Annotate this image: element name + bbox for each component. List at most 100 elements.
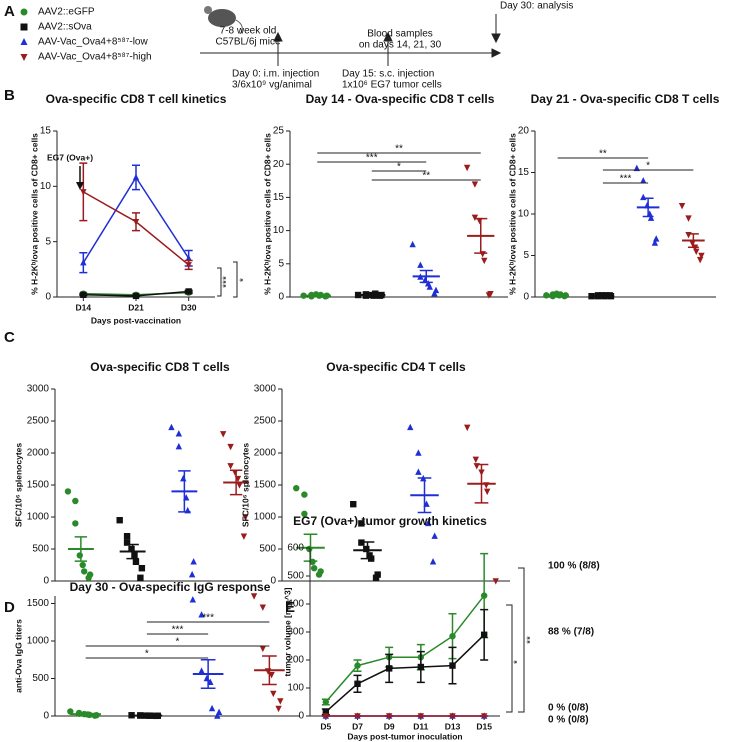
marker xyxy=(480,592,488,599)
x-tick-label: D11 xyxy=(413,721,428,731)
timeline-text: Day 15: s.c. injection xyxy=(342,69,434,80)
marker xyxy=(132,173,140,181)
marker xyxy=(214,712,221,719)
y-tick-label: 1500 xyxy=(254,480,277,491)
y-tick-label: 0 xyxy=(270,576,276,587)
x-tick-label: D15 xyxy=(476,721,492,731)
y-tick-label: 20 xyxy=(518,126,530,137)
y-tick-label: 500 xyxy=(32,544,49,555)
marker xyxy=(354,662,361,669)
marker xyxy=(698,252,705,260)
marker xyxy=(76,552,83,559)
marker xyxy=(72,520,79,527)
marker xyxy=(372,290,379,297)
marker xyxy=(363,545,370,553)
marker xyxy=(227,463,234,470)
y-tick-label: 600 xyxy=(287,543,304,554)
chart-title: Ova-specific CD8 T cells xyxy=(90,360,230,374)
sem-bar xyxy=(419,269,433,284)
sem-bar xyxy=(687,233,699,248)
marker xyxy=(293,485,300,492)
marker xyxy=(132,219,140,226)
annotation: 0 % (0/8) xyxy=(548,703,589,714)
y-axis-label: anti-Ova IgG titers xyxy=(13,619,23,693)
timeline-text: on days 14, 21, 30 xyxy=(359,40,442,51)
marker xyxy=(407,423,414,431)
timeline-text: Day 0: i.m. injection xyxy=(232,69,319,80)
marker xyxy=(219,431,227,438)
marker xyxy=(198,667,205,674)
y-tick-label: 20 xyxy=(273,159,285,170)
marker xyxy=(180,474,187,482)
y-tick-label: 0 xyxy=(43,711,49,722)
y-tick-label: 1000 xyxy=(27,636,50,647)
y-tick-label: 15 xyxy=(40,126,52,137)
significance-label: ** xyxy=(395,144,403,155)
marker xyxy=(275,705,282,713)
panel-label: C xyxy=(4,329,15,346)
timeline-text: C57BL/6j mice xyxy=(215,37,280,48)
marker xyxy=(409,240,416,248)
x-axis-label: Days post-vaccination xyxy=(91,315,181,325)
marker xyxy=(270,690,277,698)
x-tick-label: D13 xyxy=(445,721,461,731)
marker xyxy=(358,520,365,527)
marker xyxy=(693,248,700,256)
y-tick-label: 5 xyxy=(523,250,529,261)
significance-label: * xyxy=(646,161,650,172)
chart-title: EG7 (Ova+) tumor growth kinetics xyxy=(293,514,487,528)
x-tick-label: D21 xyxy=(128,302,144,312)
sem-bar xyxy=(552,294,564,297)
legend-label: AAV-Vac_Ova4+8⁵⁸⁷-low xyxy=(38,37,148,48)
timeline-text: Day 30: analysis xyxy=(500,1,573,12)
chart-title: Ova-specific CD8 T cell kinetics xyxy=(46,92,227,106)
significance-label: *** xyxy=(222,276,233,288)
significance-label: *** xyxy=(202,613,214,624)
marker xyxy=(685,215,692,222)
significance-label: * xyxy=(513,660,524,664)
marker xyxy=(431,290,438,297)
x-tick-label: D7 xyxy=(352,721,363,731)
marker xyxy=(67,708,74,715)
marker xyxy=(322,708,330,715)
marker xyxy=(415,449,422,456)
y-tick-label: 0 xyxy=(523,292,529,303)
y-tick-label: 1000 xyxy=(27,512,50,523)
timeline-text: Blood samples xyxy=(367,29,433,40)
panel-label: A xyxy=(4,3,15,20)
significance-label: *** xyxy=(366,153,378,164)
marker xyxy=(449,662,456,669)
x-tick-label: D9 xyxy=(384,721,395,731)
marker xyxy=(322,698,330,706)
y-axis-label: % H-2Kᵇ/ova positive cells of CD8+ cells xyxy=(29,133,39,295)
y-tick-label: 2000 xyxy=(254,448,277,459)
y-tick-label: 1000 xyxy=(254,512,277,523)
marker xyxy=(185,262,192,269)
y-tick-label: 10 xyxy=(40,181,52,192)
sem-bar xyxy=(474,217,488,254)
marker xyxy=(633,164,641,172)
y-tick-label: 300 xyxy=(287,627,304,638)
marker xyxy=(259,645,267,653)
y-tick-label: 1500 xyxy=(27,480,50,491)
significance-label: ** xyxy=(599,149,607,160)
y-axis-label: SFC/10⁶ splenocytes xyxy=(240,443,250,527)
series-line xyxy=(325,634,485,713)
y-tick-label: 400 xyxy=(287,599,304,610)
sem-bar xyxy=(200,659,216,689)
marker xyxy=(138,565,146,572)
timeline xyxy=(200,14,502,66)
y-tick-label: 2500 xyxy=(254,416,277,427)
mouse-icon xyxy=(204,6,243,35)
marker xyxy=(188,570,196,578)
marker xyxy=(653,235,660,242)
x-axis-label: Days post-tumor inoculation xyxy=(347,731,462,741)
marker xyxy=(354,680,361,687)
marker xyxy=(123,539,131,546)
marker xyxy=(123,533,131,540)
sem-bar xyxy=(262,655,277,686)
marker xyxy=(116,517,123,524)
y-tick-label: 0 xyxy=(298,711,304,722)
marker xyxy=(417,261,424,268)
y-tick-label: 10 xyxy=(518,209,530,220)
